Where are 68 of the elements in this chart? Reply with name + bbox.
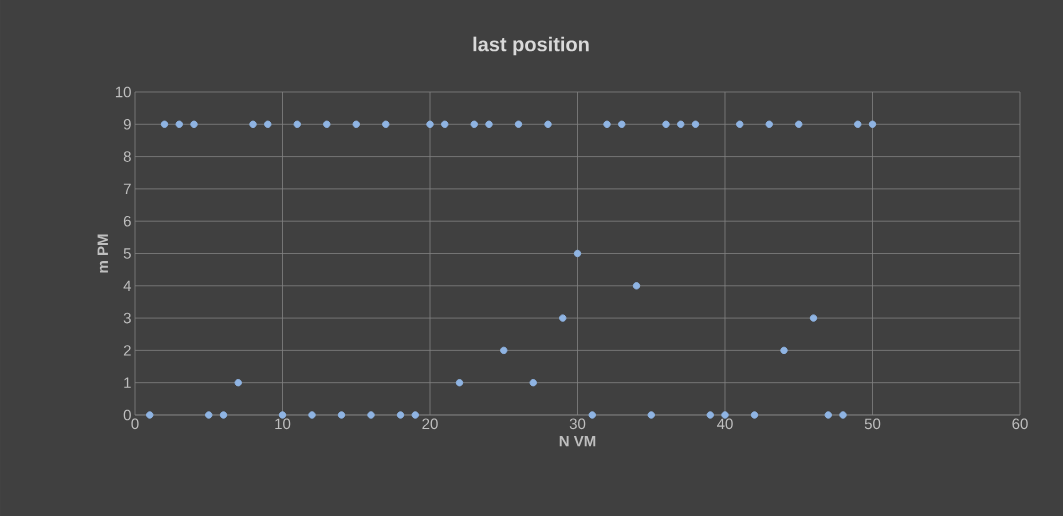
y-tick-label: 8 — [123, 151, 131, 162]
point — [529, 378, 537, 387]
point — [603, 120, 611, 128]
point — [190, 120, 198, 128]
point — [647, 411, 655, 419]
point — [588, 411, 596, 419]
point — [470, 120, 478, 128]
y-tick-label: 9 — [123, 118, 131, 130]
point — [485, 120, 493, 128]
point — [426, 120, 434, 128]
point — [780, 346, 788, 355]
chart-title: last position — [473, 36, 589, 56]
point — [367, 411, 375, 419]
point — [765, 120, 773, 128]
point — [160, 120, 169, 128]
y-tick-label: 10 — [115, 86, 131, 98]
y-tick-label: 6 — [123, 215, 131, 227]
y-axis-title: m PM — [97, 234, 108, 273]
point — [544, 120, 552, 128]
x-tick-label: 20 — [422, 418, 438, 430]
point — [249, 120, 257, 128]
point — [411, 411, 419, 419]
x-tick-label: 50 — [864, 418, 881, 430]
point — [736, 120, 744, 128]
y-tick-label: 7 — [123, 183, 131, 195]
point — [500, 346, 508, 355]
point — [219, 411, 228, 419]
point — [824, 411, 832, 419]
x-tick-label: 10 — [275, 418, 291, 430]
y-tick-label: 1 — [124, 377, 131, 388]
point — [293, 120, 301, 128]
point — [234, 378, 242, 387]
y-tick-label: 0 — [123, 409, 131, 421]
y-tick-label: 4 — [123, 280, 132, 291]
point — [323, 120, 331, 128]
point — [839, 411, 847, 419]
point — [441, 120, 449, 128]
point — [352, 120, 360, 128]
point — [205, 411, 213, 419]
point — [264, 120, 272, 128]
y-tick-label: 5 — [123, 248, 131, 259]
point — [573, 249, 582, 258]
x-tick-label: 40 — [717, 418, 733, 430]
point — [514, 120, 523, 128]
point — [809, 314, 818, 322]
point — [662, 120, 670, 128]
point — [618, 120, 626, 128]
point — [559, 314, 567, 322]
point — [146, 411, 154, 419]
point — [308, 411, 316, 419]
point — [632, 282, 641, 290]
y-tick-label: 2 — [123, 345, 131, 356]
point — [677, 120, 685, 128]
point — [396, 411, 405, 419]
point — [337, 411, 346, 419]
point — [868, 120, 877, 128]
point — [455, 378, 464, 387]
point — [175, 120, 183, 128]
point — [750, 411, 759, 419]
point — [795, 120, 803, 128]
point — [382, 120, 390, 128]
point — [706, 411, 714, 419]
y-tick-label: 3 — [123, 312, 131, 324]
point — [854, 120, 862, 128]
x-axis-title: N VM — [559, 436, 596, 447]
x-tick-label: 60 — [1012, 418, 1028, 430]
point — [691, 120, 700, 128]
x-tick-label: 30 — [569, 418, 586, 430]
